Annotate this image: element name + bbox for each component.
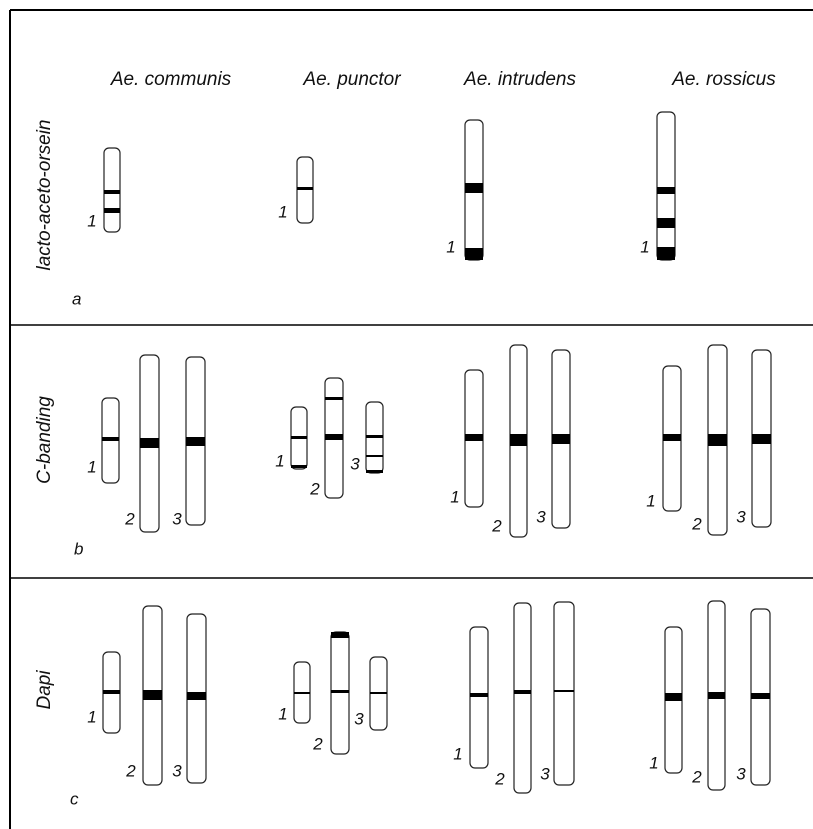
- band: [663, 434, 681, 441]
- band: [366, 470, 383, 473]
- band: [465, 434, 483, 441]
- band: [325, 397, 343, 400]
- band: [331, 690, 349, 693]
- band: [665, 693, 682, 701]
- band: [104, 208, 120, 213]
- chromosome: [470, 627, 488, 768]
- band: [366, 455, 383, 457]
- stain-label: C-banding: [34, 396, 55, 484]
- chromosome-number: 2: [309, 479, 320, 498]
- stain-label: lacto-aceto-orsein: [34, 119, 55, 270]
- chromosome: [514, 603, 531, 793]
- species-label: Ae. intrudens: [463, 69, 576, 90]
- chromosome-number: 3: [540, 764, 550, 783]
- chromosome-number: 1: [649, 753, 658, 772]
- band: [465, 183, 483, 193]
- background: [0, 0, 813, 829]
- species-label: Ae. punctor: [302, 69, 401, 90]
- chromosome-number: 1: [640, 237, 649, 256]
- karyotype-figure: Ae. communis Ae. punctor Ae. intrudens A…: [0, 0, 813, 829]
- band: [514, 690, 531, 694]
- panel-letter: a: [72, 289, 81, 308]
- chromosome-number: 1: [278, 202, 287, 221]
- chromosome-number: 2: [691, 514, 702, 533]
- band: [331, 632, 349, 638]
- band: [186, 437, 205, 446]
- chromosome-number: 2: [491, 516, 502, 535]
- band: [552, 434, 570, 444]
- band: [370, 692, 387, 694]
- chromosome-number: 3: [354, 709, 364, 728]
- band: [751, 693, 770, 699]
- species-label: Ae. communis: [110, 69, 232, 90]
- panel-letter: c: [70, 789, 79, 808]
- band: [103, 690, 120, 694]
- chromosome-number: 1: [446, 237, 455, 256]
- band: [291, 436, 307, 439]
- band: [140, 438, 159, 448]
- chromosome-number: 2: [691, 767, 702, 786]
- band: [708, 692, 725, 699]
- chromosome-number: 3: [172, 761, 182, 780]
- chromosome-number: 2: [494, 769, 505, 788]
- chromosome-number: 1: [453, 744, 462, 763]
- band: [297, 187, 313, 190]
- chromosome-number: 3: [736, 507, 746, 526]
- chromosome: [554, 602, 574, 785]
- panel-letter: b: [74, 539, 83, 558]
- chromosome-number: 1: [278, 704, 287, 723]
- band: [657, 187, 675, 194]
- band: [187, 692, 206, 700]
- band: [102, 437, 119, 441]
- chromosome-number: 2: [124, 509, 135, 528]
- band: [143, 690, 162, 700]
- chromosome-number: 3: [736, 764, 746, 783]
- band: [294, 692, 310, 694]
- species-label: Ae. rossicus: [671, 69, 776, 90]
- band: [510, 434, 527, 446]
- chromosome-number: 1: [275, 451, 284, 470]
- chromosome-number: 1: [87, 707, 96, 726]
- chromosome-number: 2: [312, 734, 323, 753]
- chromosome-number: 3: [536, 507, 546, 526]
- stain-label: Dapi: [34, 670, 55, 710]
- band: [470, 693, 488, 697]
- band: [657, 247, 675, 260]
- band: [752, 434, 771, 444]
- chromosome-number: 2: [125, 761, 136, 780]
- chromosome-number: 3: [172, 509, 182, 528]
- band: [465, 248, 483, 260]
- chromosome-number: 1: [87, 211, 96, 230]
- band: [366, 435, 383, 438]
- band: [104, 190, 120, 194]
- chromosome-number: 1: [87, 457, 96, 476]
- band: [554, 690, 574, 692]
- chromosome-number: 1: [450, 487, 459, 506]
- chromosome-number: 1: [646, 491, 655, 510]
- chromosome: [657, 112, 675, 260]
- band: [708, 434, 727, 446]
- chromosome-number: 3: [350, 454, 360, 473]
- band: [325, 434, 343, 440]
- band: [291, 465, 307, 468]
- band: [657, 218, 675, 228]
